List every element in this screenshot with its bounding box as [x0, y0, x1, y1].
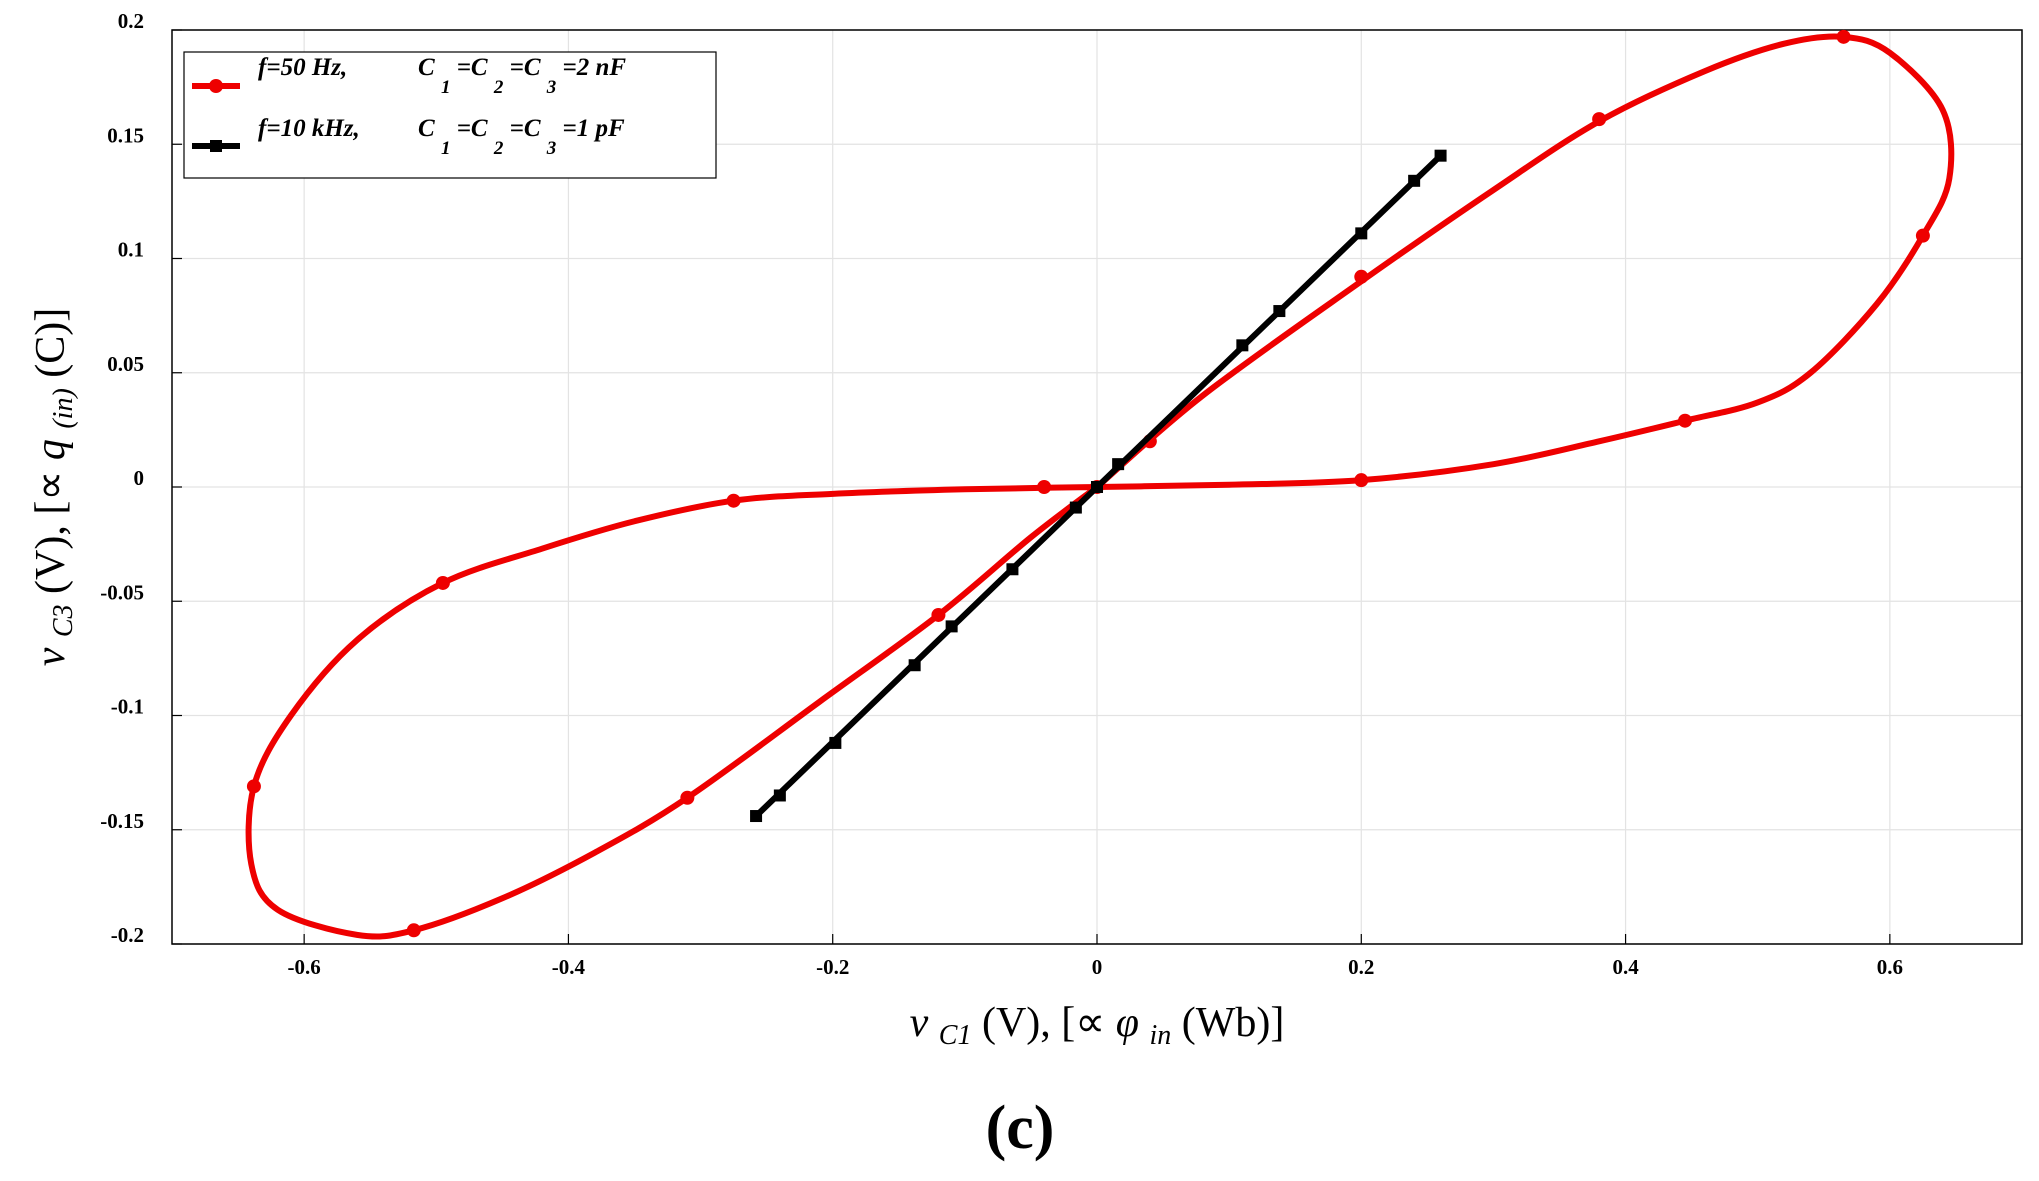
series-2-point [945, 620, 958, 633]
series-2-point [750, 810, 763, 823]
series-2-point [1091, 481, 1103, 493]
x-tick-label: 0.2 [1348, 955, 1374, 979]
series-1-point [1915, 228, 1930, 243]
x-tick-label: -0.2 [816, 955, 849, 979]
legend-entry-2: f=10 kHz, C 1 =C 2 =C 3 =1 pF [258, 115, 625, 160]
series-1-point [435, 575, 450, 590]
series-2-point [773, 789, 786, 802]
y-tick-label: 0.15 [107, 123, 144, 147]
y-tick-label: 0 [134, 466, 145, 490]
series-2-point [1236, 339, 1249, 352]
y-axis-ticks: 0.2 0.15 0.1 0.05 0 -0.05 -0.1 -0.15 -0.2 [100, 9, 182, 947]
series-2-point [1408, 174, 1421, 187]
x-tick-label: -0.6 [288, 955, 321, 979]
x-tick-label: 0 [1092, 955, 1103, 979]
y-tick-label: -0.1 [111, 695, 144, 719]
series-2 [750, 149, 1447, 823]
series-1-point [1354, 473, 1369, 488]
y-axis-label: v C3 (V), [∝ q (in) (C)] [28, 308, 82, 667]
series-1-point [1678, 413, 1693, 428]
y-tick-label: 0.1 [118, 238, 144, 262]
series-2-point [908, 659, 921, 672]
series-1-point [680, 790, 695, 805]
y-tick-label: -0.2 [111, 923, 144, 947]
series-1-point [1354, 269, 1369, 284]
series-2-point [1069, 501, 1082, 514]
series-1-point [246, 779, 261, 794]
legend: f=50 Hz, C 1 =C 2 =C 3 =2 nF f=10 kHz, C… [183, 51, 717, 179]
series-1-point [1592, 112, 1607, 127]
series-2-point [1355, 227, 1368, 240]
series-2-point [1112, 458, 1125, 471]
y-tick-label: 0.2 [118, 9, 144, 33]
series-1-point [406, 923, 421, 938]
series-1-point [726, 493, 741, 508]
series-2-point [1434, 149, 1447, 162]
panel-label: (c) [986, 1094, 1055, 1162]
series-1-point [1836, 29, 1851, 44]
y-tick-label: -0.05 [100, 580, 144, 604]
x-axis-ticks: -0.6 -0.4 -0.2 0 0.2 0.4 0.6 [288, 934, 1903, 979]
y-tick-label: 0.05 [107, 352, 144, 376]
legend-marker-black [210, 140, 222, 152]
series-2-point [1273, 305, 1286, 318]
series-layer [245, 29, 1955, 940]
series-1-point [1037, 480, 1052, 494]
x-tick-label: 0.4 [1612, 955, 1639, 979]
series-2-point [1006, 563, 1019, 576]
legend-marker-red [209, 79, 223, 93]
series-2-point [829, 736, 842, 749]
x-tick-label: -0.4 [552, 955, 586, 979]
x-axis-label: v C1 (V), [∝ φ in (Wb)] [910, 1000, 1285, 1054]
y-tick-label: -0.15 [100, 809, 144, 833]
series-1-point [931, 607, 946, 622]
x-tick-label: 0.6 [1877, 955, 1903, 979]
legend-box [183, 51, 717, 179]
legend-entry-1: f=50 Hz, C 1 =C 2 =C 3 =2 nF [258, 54, 626, 99]
